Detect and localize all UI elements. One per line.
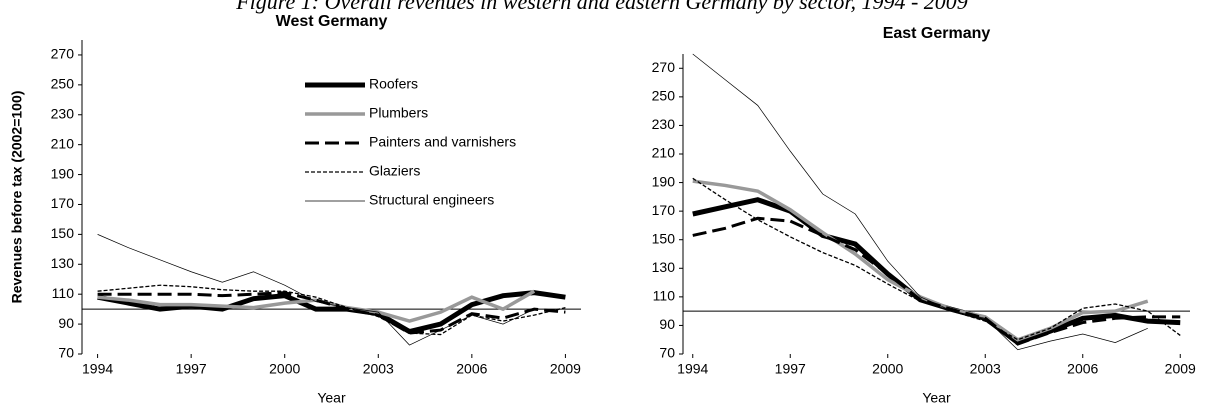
y-tick-label: 70	[58, 345, 74, 361]
x-axis-label: Year	[922, 390, 951, 406]
x-tick-label: 1994	[677, 361, 708, 377]
x-tick-label: 2006	[456, 361, 487, 377]
panel-title: West Germany	[276, 13, 388, 30]
series-line	[97, 289, 536, 323]
y-tick-label: 150	[652, 230, 676, 246]
series-line	[97, 234, 535, 346]
y-tick-label: 270	[652, 59, 676, 75]
series-line	[97, 290, 566, 335]
y-tick-label: 70	[659, 345, 675, 361]
x-tick-label: 2006	[1067, 361, 1098, 377]
series-line	[692, 197, 1181, 346]
legend-label: Plumbers	[369, 105, 428, 121]
y-tick-label: 170	[652, 202, 676, 218]
y-tick-label: 230	[652, 116, 676, 132]
series-line	[97, 284, 566, 336]
legend-label: Painters and varnishers	[369, 134, 516, 150]
y-tick-label: 250	[51, 76, 75, 92]
x-tick-label: 2003	[970, 361, 1001, 377]
y-tick-label: 110	[653, 288, 676, 304]
x-tick-label: 2000	[269, 361, 300, 377]
y-tick-label: 110	[52, 285, 75, 301]
panel-title: East Germany	[883, 25, 991, 42]
series-line	[692, 179, 1149, 342]
series-line	[692, 53, 1148, 351]
legend-label: Roofers	[369, 76, 418, 92]
x-tick-label: 2000	[872, 361, 903, 377]
y-tick-label: 190	[652, 173, 676, 189]
x-tick-label: 2009	[1165, 361, 1196, 377]
y-tick-label: 230	[51, 105, 75, 121]
x-tick-label: 2009	[550, 361, 581, 377]
y-tick-label: 90	[659, 316, 675, 332]
x-tick-label: 1994	[82, 361, 113, 377]
x-tick-label: 1997	[775, 361, 806, 377]
series-line	[97, 291, 566, 335]
y-tick-label: 130	[51, 255, 75, 271]
series-line	[692, 177, 1181, 341]
x-axis-label: Year	[317, 390, 346, 406]
y-tick-label: 130	[652, 259, 676, 275]
y-tick-label: 210	[652, 145, 676, 161]
y-tick-label: 270	[51, 46, 75, 62]
y-tick-label: 90	[58, 315, 74, 331]
y-axis-label: Revenues before tax (2002=100)	[9, 91, 25, 304]
y-tick-label: 210	[51, 135, 75, 151]
series-line	[692, 216, 1181, 346]
y-tick-label: 250	[652, 88, 676, 104]
y-tick-label: 190	[51, 165, 75, 181]
legend-label: Glaziers	[369, 163, 420, 179]
y-tick-label: 170	[51, 195, 75, 211]
x-tick-label: 1997	[176, 361, 207, 377]
y-tick-label: 150	[51, 225, 75, 241]
figure-title: Figure 1: Overall revenues in western an…	[235, 0, 968, 14]
x-tick-label: 2003	[363, 361, 394, 377]
legend-label: Structural engineers	[369, 192, 494, 208]
